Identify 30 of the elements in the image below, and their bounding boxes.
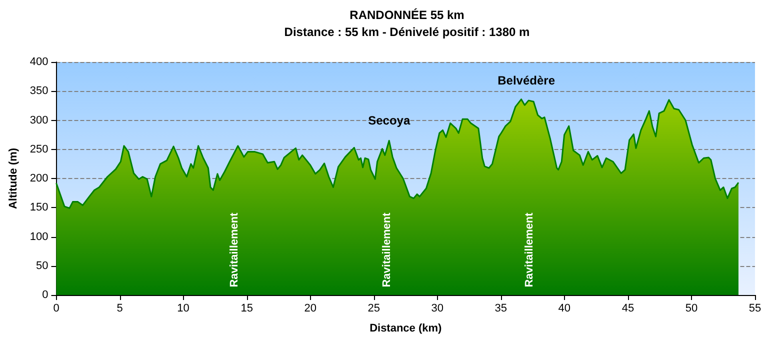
x-tick-label: 15: [240, 302, 253, 314]
y-tick-label: 150: [30, 202, 48, 214]
x-tick-label: 50: [685, 302, 698, 314]
x-tick-label: 35: [494, 302, 508, 314]
x-tick-label: 45: [622, 302, 634, 314]
annotation: Ravitaillement: [523, 212, 536, 288]
annotation: Secoya: [368, 114, 410, 128]
y-tick-label: 300: [30, 114, 48, 126]
chart-subtitle: Distance : 55 km - Dénivelé positif : 1380 m: [284, 25, 530, 39]
annotation: Belvédère: [498, 73, 556, 88]
y-tick-label: 400: [30, 56, 48, 68]
x-tick-label: 20: [304, 302, 316, 314]
chart-title: RANDONNÉE 55 km: [350, 8, 464, 22]
y-tick-label: 250: [30, 143, 48, 156]
x-tick-label: 5: [116, 302, 123, 314]
x-tick-label: 25: [368, 302, 380, 314]
y-tick-label: 350: [30, 85, 48, 98]
y-tick-label: 200: [30, 172, 48, 184]
y-tick-label: 0: [42, 289, 48, 301]
x-tick-label: 40: [558, 302, 571, 314]
y-tick-label: 100: [30, 230, 48, 243]
y-axis-title: Altitude (m): [8, 148, 20, 210]
x-tick-label: 30: [431, 302, 444, 314]
x-tick-label: 55: [748, 302, 762, 314]
x-tick-label: 0: [53, 302, 60, 314]
annotation: Ravitaillement: [228, 212, 241, 288]
annotation: Ravitaillement: [380, 212, 393, 288]
x-tick-label: 10: [177, 302, 190, 314]
y-tick-label: 50: [36, 260, 48, 272]
x-axis-title: Distance (km): [370, 322, 442, 334]
